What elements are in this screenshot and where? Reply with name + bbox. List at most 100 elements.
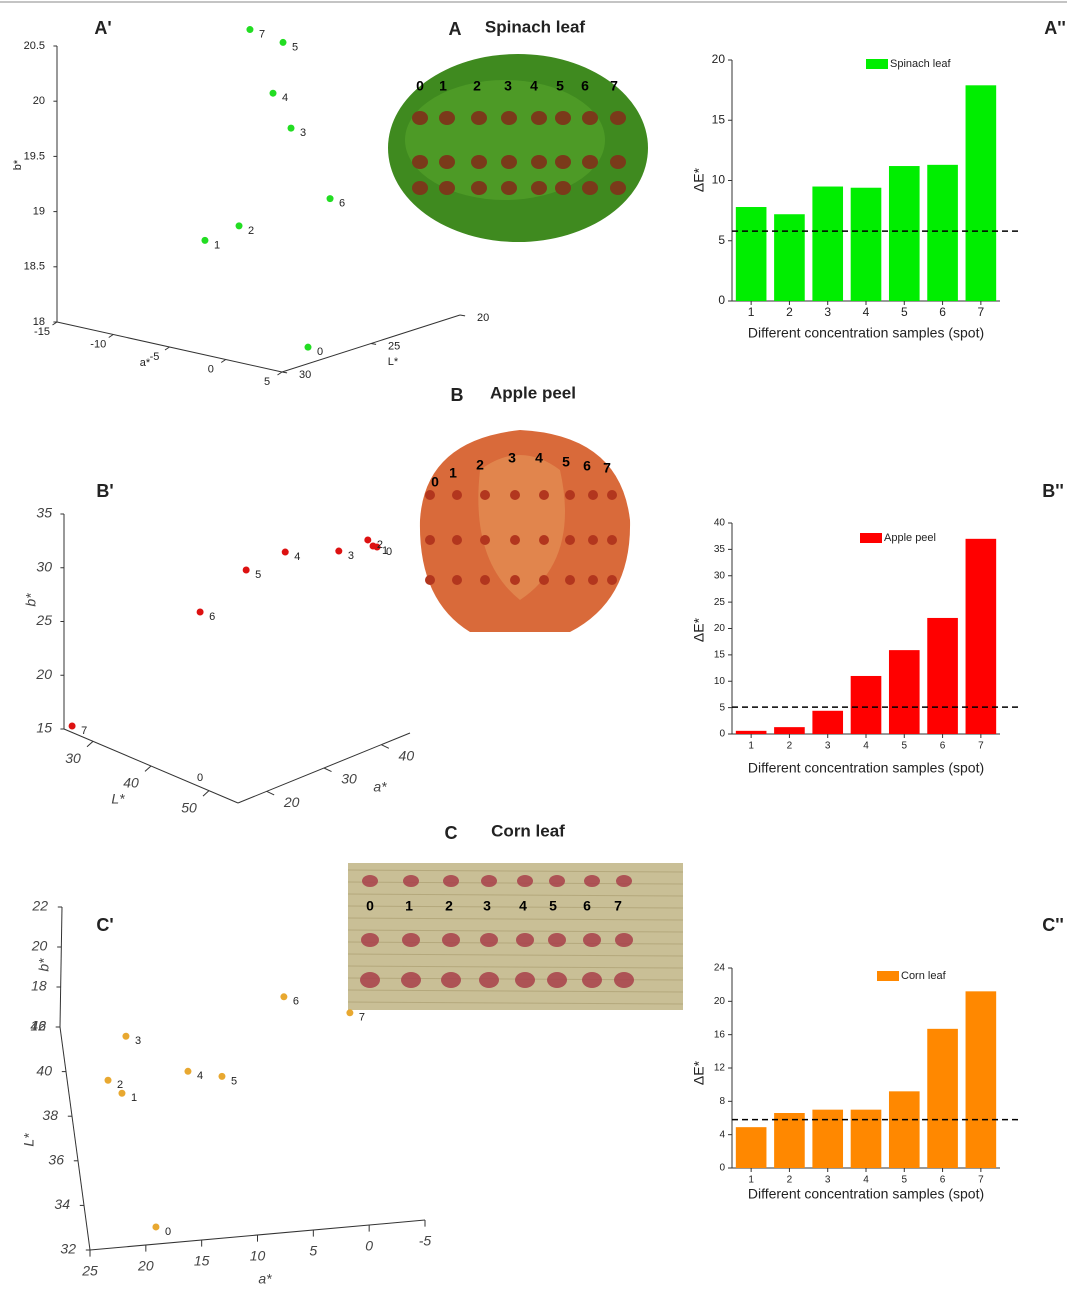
point <box>280 39 287 46</box>
point <box>243 566 250 573</box>
spot-label: 4 <box>530 78 538 94</box>
scatter3d: 203040a*304050L*1520253035b*001234567B' <box>23 481 415 816</box>
bar <box>889 166 920 301</box>
spot <box>615 933 633 947</box>
x-tick-label: 7 <box>978 741 984 752</box>
spot <box>555 155 571 169</box>
spot <box>403 875 419 887</box>
x-tick-label: -5 <box>150 351 160 363</box>
spot <box>531 111 547 125</box>
spot <box>360 972 380 988</box>
x-tick-label: 1 <box>748 305 755 319</box>
spot <box>452 535 462 545</box>
point <box>197 608 204 615</box>
point-label: 4 <box>197 1070 203 1082</box>
spot <box>583 933 601 947</box>
bar-chart: 048121620241234567Different concentratio… <box>691 915 1064 1202</box>
spot <box>582 181 598 195</box>
spot <box>588 575 598 585</box>
point-label: 3 <box>300 127 306 139</box>
spot-label: 1 <box>405 898 413 914</box>
tick-mark <box>109 335 114 338</box>
point <box>270 90 277 97</box>
spot <box>531 181 547 195</box>
x-tick-label: 7 <box>978 305 985 319</box>
legend-label: Apple peel <box>884 532 936 544</box>
y-tick-label: 5 <box>719 702 725 713</box>
tick-mark <box>221 360 226 363</box>
point <box>364 536 371 543</box>
point <box>246 26 253 33</box>
point-label: 7 <box>259 28 265 40</box>
corn-photo <box>348 863 683 1010</box>
x-axis-label: Different concentration samples (spot) <box>748 760 984 776</box>
point-label: 1 <box>382 545 388 557</box>
z-tick-label: 30 <box>36 558 52 574</box>
y-tick-label: 20 <box>712 52 726 66</box>
spot <box>584 875 600 887</box>
x-axis-label: Different concentration samples (spot) <box>748 1186 984 1202</box>
y-tick-label: 0 <box>718 293 725 307</box>
spot <box>607 490 617 500</box>
bar <box>851 1110 882 1168</box>
point-label: 3 <box>348 550 354 562</box>
bar <box>774 214 805 301</box>
spot <box>555 181 571 195</box>
spot <box>515 972 535 988</box>
point-label: 7 <box>81 725 87 737</box>
spot <box>412 181 428 195</box>
z-tick-label: 20.5 <box>24 40 45 52</box>
spot <box>501 155 517 169</box>
bar <box>927 618 958 734</box>
y-tick-label: 40 <box>714 518 726 529</box>
point-label: 2 <box>248 225 254 237</box>
y-axis-label: L* <box>388 356 399 368</box>
panel-title: Corn leaf <box>491 821 565 840</box>
spot-label: 0 <box>416 78 424 94</box>
point-label: 5 <box>255 569 261 581</box>
spot-label: 7 <box>603 460 611 476</box>
spot <box>510 535 520 545</box>
point-label: 7 <box>359 1012 365 1024</box>
y-tick-label: 30 <box>65 750 81 766</box>
y-axis-label: L* <box>21 1133 37 1147</box>
spot-label: 0 <box>431 474 439 490</box>
y-tick-label: 0 <box>719 729 725 740</box>
x-tick-label: -5 <box>419 1233 432 1249</box>
point <box>201 237 208 244</box>
y-tick-label: 16 <box>714 1029 726 1040</box>
legend-label: Corn leaf <box>901 970 947 982</box>
point-label: 2 <box>117 1079 123 1091</box>
spot <box>582 155 598 169</box>
z-axis-label: b* <box>23 593 39 607</box>
point-label: 0 <box>317 346 323 358</box>
point <box>282 549 289 556</box>
point-label: 3 <box>135 1035 141 1047</box>
z-tick-label: 18 <box>33 316 45 328</box>
point <box>105 1077 112 1084</box>
spot <box>425 490 435 500</box>
spot <box>539 490 549 500</box>
tick-mark <box>267 791 275 795</box>
tick-mark <box>145 766 151 771</box>
z-tick-label: 20 <box>31 938 48 954</box>
y-tick-label: 24 <box>714 963 726 974</box>
spot <box>531 155 547 169</box>
x-tick-label: 3 <box>825 741 831 752</box>
y-tick-label: 36 <box>48 1152 64 1168</box>
x-tick-label: 5 <box>902 741 908 752</box>
y-tick-label: 35 <box>714 544 726 555</box>
spot <box>548 933 566 947</box>
point-label: 6 <box>293 996 299 1008</box>
tick-mark <box>460 315 465 316</box>
y-tick-label: 4 <box>719 1129 725 1140</box>
panel-label: A' <box>94 18 111 38</box>
spot <box>479 972 499 988</box>
z-tick-label: 35 <box>36 505 52 521</box>
spot <box>547 972 567 988</box>
spot <box>582 111 598 125</box>
x-tick-label: -10 <box>90 338 106 350</box>
tick-mark <box>324 768 332 772</box>
point-label: 6 <box>209 611 215 623</box>
